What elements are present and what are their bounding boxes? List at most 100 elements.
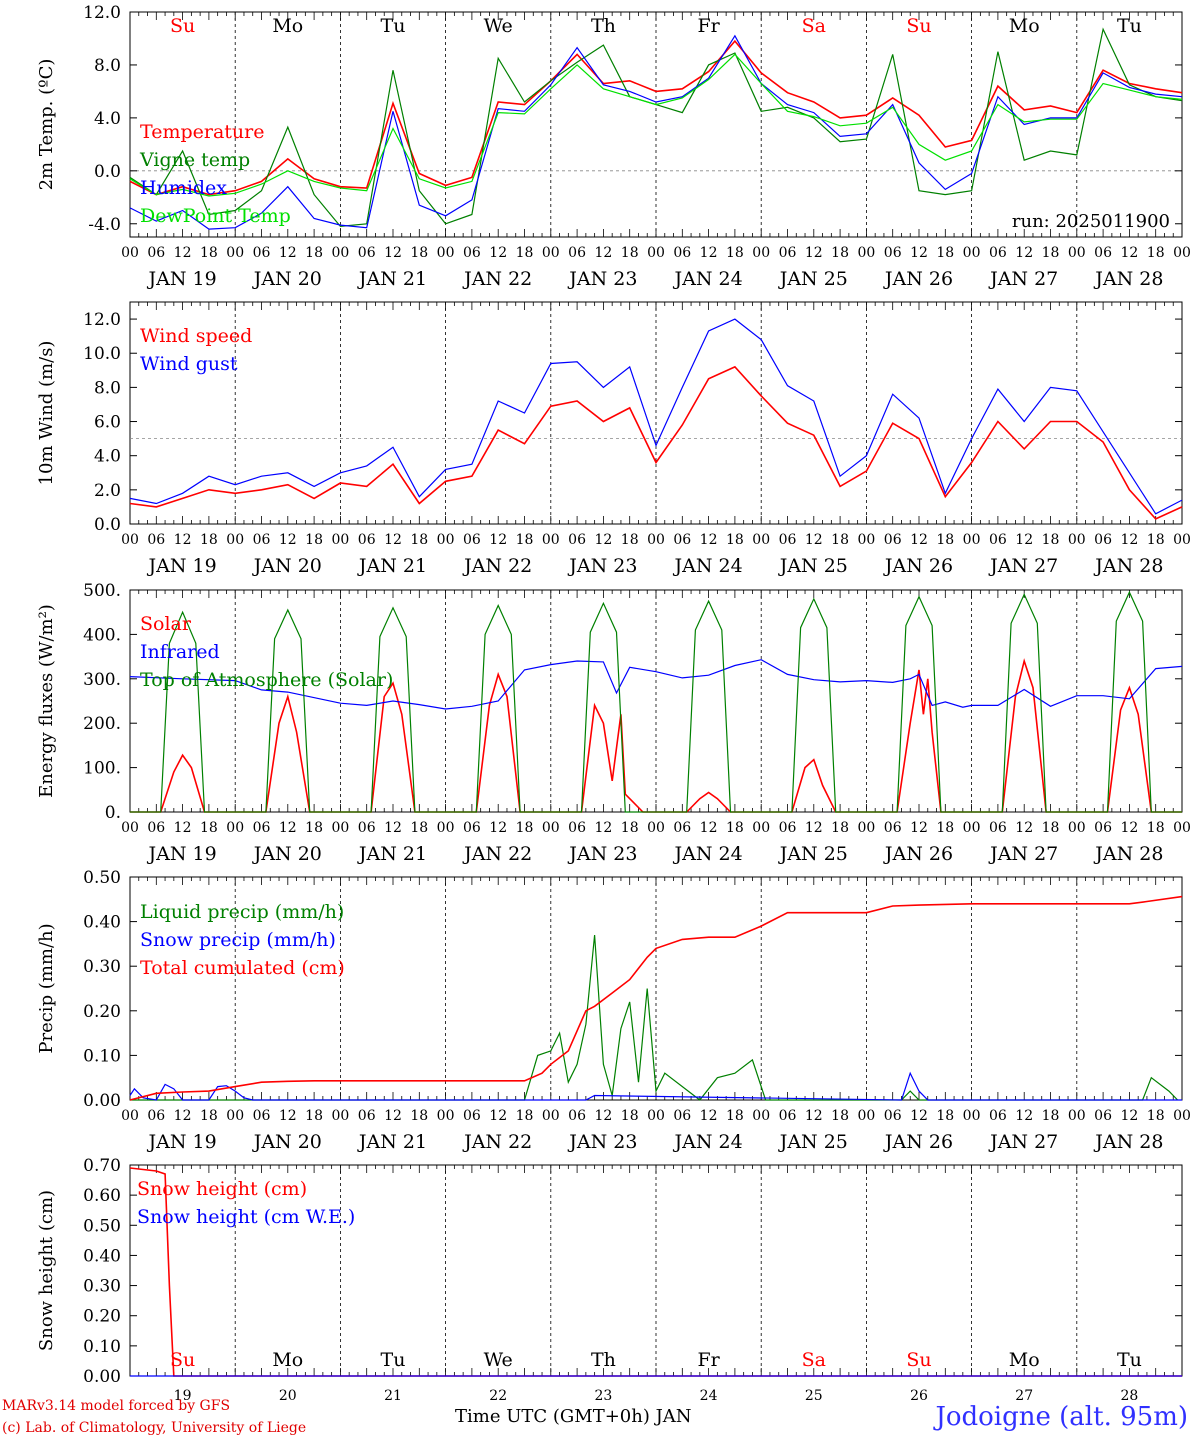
hour-tick-label: 12 xyxy=(1120,820,1138,836)
hour-tick-label: 06 xyxy=(673,820,691,836)
hour-tick-label: 18 xyxy=(200,245,218,261)
day-name-label: Mo xyxy=(1009,1349,1040,1371)
series-line-wind-speed xyxy=(129,365,1183,520)
date-label: JAN 21 xyxy=(357,843,427,865)
date-label: JAN 20 xyxy=(252,555,322,577)
date-label: JAN 23 xyxy=(567,268,637,290)
hour-tick-label: 00 xyxy=(226,820,244,836)
date-label: JAN 24 xyxy=(673,1131,743,1153)
hour-tick-label: 00 xyxy=(437,245,455,261)
y-tick-label: 2.0 xyxy=(94,481,121,501)
hour-tick-label: 12 xyxy=(1120,532,1138,548)
day-name-label: Th xyxy=(591,1349,616,1371)
y-tick-label: -4.0 xyxy=(88,215,121,235)
hour-tick-label: 12 xyxy=(1120,245,1138,261)
date-label: JAN 28 xyxy=(1093,843,1163,865)
legend-entry: Vigne temp xyxy=(139,149,250,171)
date-label: JAN 21 xyxy=(357,555,427,577)
hour-tick-label: 00 xyxy=(1068,532,1086,548)
y-tick-label: 0.30 xyxy=(83,957,121,977)
hour-tick-label: 00 xyxy=(752,1108,770,1124)
date-label: JAN 21 xyxy=(357,1131,427,1153)
hour-tick-label: 18 xyxy=(621,1108,639,1124)
series-line-humidex xyxy=(129,34,1183,230)
y-tick-label: 8.0 xyxy=(94,56,121,76)
hour-tick-label: 12 xyxy=(384,245,402,261)
y-tick-label: 200. xyxy=(83,714,121,734)
credit-model: MARv3.14 model forced by GFS xyxy=(2,1398,231,1414)
hour-tick-label: 12 xyxy=(384,820,402,836)
date-label: JAN 23 xyxy=(567,555,637,577)
hour-tick-label: 18 xyxy=(1042,820,1060,836)
y-tick-label: 10.0 xyxy=(83,344,121,364)
hour-tick-label: 06 xyxy=(779,245,797,261)
hour-tick-label: 00 xyxy=(752,532,770,548)
hour-tick-label: 18 xyxy=(1147,532,1165,548)
hour-tick-label: 06 xyxy=(1094,245,1112,261)
hour-tick-label: 06 xyxy=(1094,532,1112,548)
hour-tick-label: 12 xyxy=(279,820,297,836)
hour-tick-label: 18 xyxy=(410,1108,428,1124)
day-name-label: We xyxy=(484,15,513,37)
hour-tick-label: 00 xyxy=(331,245,349,261)
legend-entry: Liquid precip (mm/h) xyxy=(140,901,344,923)
y-tick-label: 0.10 xyxy=(83,1046,121,1066)
hour-tick-label: 12 xyxy=(174,245,192,261)
y-tick-label: 0.50 xyxy=(83,868,121,888)
date-label: JAN 19 xyxy=(147,1131,217,1153)
hour-tick-label: 12 xyxy=(1015,245,1033,261)
date-label: JAN 20 xyxy=(252,843,322,865)
hour-tick-label: 06 xyxy=(884,820,902,836)
day-name-label: Su xyxy=(906,15,931,37)
hour-tick-label: 00 xyxy=(1173,532,1191,548)
date-label: JAN 23 xyxy=(567,843,637,865)
day-name-label: Sa xyxy=(802,15,826,37)
hour-tick-label: 06 xyxy=(253,1108,271,1124)
y-tick-label: 8.0 xyxy=(94,378,121,398)
hour-tick-label: 00 xyxy=(1068,820,1086,836)
hour-tick-label: 06 xyxy=(358,820,376,836)
hour-tick-label: 00 xyxy=(647,532,665,548)
hour-tick-label: 18 xyxy=(726,820,744,836)
y-tick-label: 0.60 xyxy=(83,1186,121,1206)
day-name-label: We xyxy=(484,1349,513,1371)
hour-tick-label: 18 xyxy=(726,532,744,548)
hour-tick-label: 06 xyxy=(463,1108,481,1124)
date-label: JAN 26 xyxy=(883,843,953,865)
series-line-snow-precip-mm-h xyxy=(129,1071,1182,1101)
y-tick-label: 0.00 xyxy=(83,1091,121,1111)
hour-tick-label: 06 xyxy=(147,245,165,261)
hour-tick-label: 06 xyxy=(147,820,165,836)
date-label: JAN 24 xyxy=(673,268,743,290)
hour-tick-label: 12 xyxy=(384,532,402,548)
hour-tick-label: 12 xyxy=(805,1108,823,1124)
hour-tick-label: 00 xyxy=(331,820,349,836)
day-number-label: 25 xyxy=(805,1388,823,1404)
series-line-temperature xyxy=(129,39,1183,196)
date-label: JAN 21 xyxy=(357,268,427,290)
hour-tick-label: 18 xyxy=(516,1108,534,1124)
hour-tick-label: 18 xyxy=(831,1108,849,1124)
hour-tick-label: 12 xyxy=(384,1108,402,1124)
hour-tick-label: 18 xyxy=(1042,1108,1060,1124)
hour-tick-label: 06 xyxy=(147,532,165,548)
legend-entry: Snow precip (mm/h) xyxy=(140,929,336,951)
hour-tick-label: 18 xyxy=(410,820,428,836)
hour-tick-label: 06 xyxy=(779,532,797,548)
hour-tick-label: 12 xyxy=(1015,820,1033,836)
date-label: JAN 25 xyxy=(778,1131,848,1153)
hour-tick-label: 00 xyxy=(1173,245,1191,261)
day-name-label: Mo xyxy=(272,1349,303,1371)
hour-tick-label: 18 xyxy=(936,1108,954,1124)
hour-tick-label: 00 xyxy=(1173,820,1191,836)
hour-tick-label: 06 xyxy=(358,1108,376,1124)
date-label: JAN 19 xyxy=(147,843,217,865)
date-label: JAN 24 xyxy=(673,555,743,577)
date-label: JAN 24 xyxy=(673,843,743,865)
day-name-label: Tu xyxy=(381,15,406,37)
hour-tick-label: 00 xyxy=(121,245,139,261)
y-tick-label: 0.30 xyxy=(83,1277,121,1297)
hour-tick-label: 12 xyxy=(910,1108,928,1124)
day-name-label: Tu xyxy=(1117,1349,1142,1371)
hour-tick-label: 00 xyxy=(752,820,770,836)
